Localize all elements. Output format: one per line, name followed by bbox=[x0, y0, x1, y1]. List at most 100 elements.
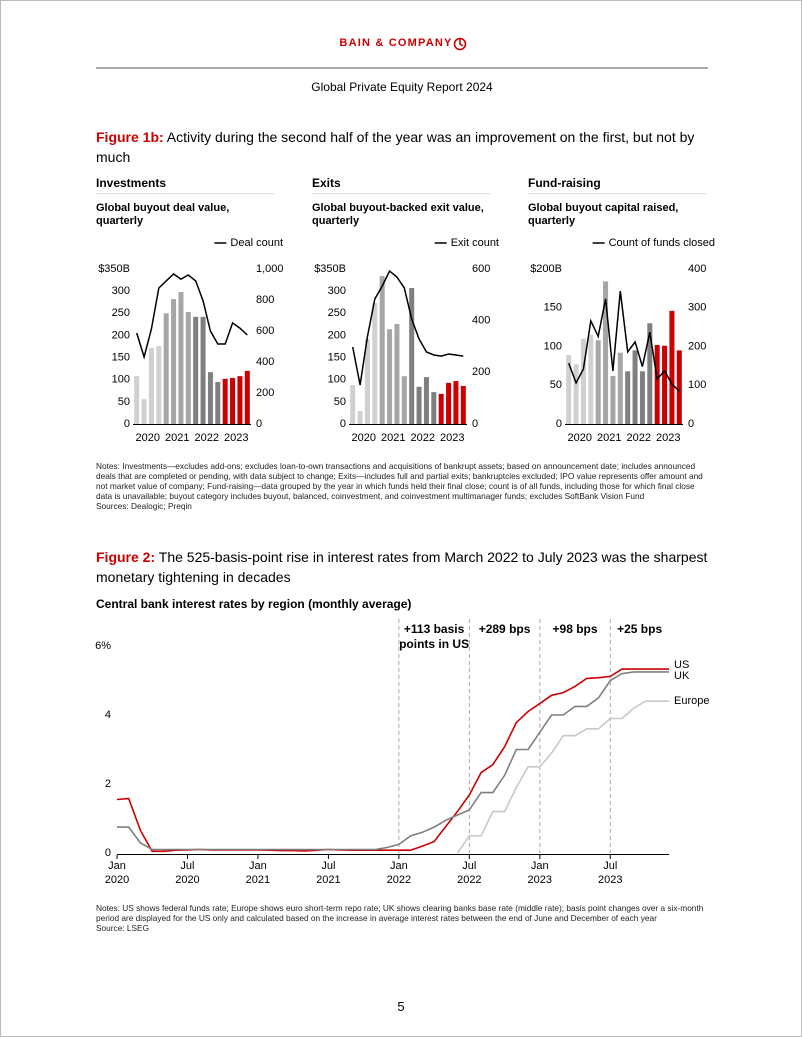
line-series bbox=[117, 671, 669, 851]
y2-tick-label: 600 bbox=[472, 263, 490, 275]
bar bbox=[669, 310, 675, 424]
bar bbox=[588, 334, 594, 424]
x-tick-label: 2020 bbox=[568, 432, 592, 444]
bar bbox=[625, 371, 631, 424]
y-tick-label: 50 bbox=[334, 396, 346, 408]
bar bbox=[148, 347, 154, 424]
y2-tick-label: 0 bbox=[256, 418, 262, 430]
y-tick-label: 250 bbox=[112, 307, 130, 319]
y-tick-label: 150 bbox=[544, 302, 562, 314]
sources: Sources: Dealogic; Preqin bbox=[96, 501, 192, 511]
line-series bbox=[135, 273, 248, 360]
chart-subtitle: Global buyout deal value, quarterly bbox=[96, 202, 230, 227]
series-label: US bbox=[674, 659, 689, 671]
y-tick-label: $350B bbox=[98, 263, 130, 275]
figure-label: Figure 2: bbox=[96, 549, 156, 565]
bar bbox=[603, 281, 609, 424]
bar bbox=[215, 381, 221, 424]
bar bbox=[409, 288, 415, 424]
y2-tick-label: 200 bbox=[472, 366, 490, 378]
y-tick-label: 200 bbox=[328, 329, 346, 341]
bar bbox=[662, 345, 668, 424]
y2-tick-label: 0 bbox=[688, 418, 694, 430]
y2-tick-label: 0 bbox=[472, 418, 478, 430]
bar bbox=[372, 303, 378, 424]
x-tick-label: Jan 2022 bbox=[386, 860, 412, 886]
bar bbox=[647, 323, 653, 424]
y-tick-label: 300 bbox=[112, 285, 130, 297]
bar bbox=[178, 292, 184, 424]
period-label: +289 bps bbox=[478, 622, 531, 636]
bar bbox=[416, 386, 422, 424]
bar bbox=[573, 364, 579, 424]
bar bbox=[676, 350, 682, 424]
y-tick-label: 0 bbox=[124, 418, 130, 430]
x-tick-label: Jul 2023 bbox=[598, 860, 623, 886]
bar bbox=[460, 385, 466, 424]
bar bbox=[617, 352, 623, 424]
bar bbox=[141, 399, 147, 424]
bar bbox=[595, 340, 601, 424]
bar bbox=[446, 382, 452, 424]
y-tick-label: 150 bbox=[112, 351, 130, 363]
y2-tick-label: 800 bbox=[256, 294, 274, 306]
y2-tick-label: 400 bbox=[688, 263, 706, 275]
period-label: +113 basis points in US bbox=[399, 622, 470, 651]
y2-tick-label: 600 bbox=[256, 325, 274, 337]
bar bbox=[163, 313, 169, 424]
notes: Notes: US shows federal funds rate; Euro… bbox=[96, 903, 708, 933]
brand-logo bbox=[453, 37, 467, 51]
x-tick-label: 2022 bbox=[195, 432, 219, 444]
x-tick-label: 2021 bbox=[381, 432, 405, 444]
bar bbox=[387, 329, 393, 424]
y-tick-label: 50 bbox=[118, 396, 130, 408]
panel-title: Exits bbox=[312, 176, 490, 194]
y2-tick-label: 400 bbox=[256, 356, 274, 368]
bar bbox=[610, 375, 616, 424]
y-tick-label: 100 bbox=[112, 374, 130, 386]
bar bbox=[230, 377, 236, 424]
figure-label: Figure 1b: bbox=[96, 129, 164, 145]
notes-text: Notes: Investments—excludes add-ons; exc… bbox=[96, 461, 703, 501]
y-tick-label: 50 bbox=[550, 379, 562, 391]
bar bbox=[364, 338, 370, 424]
chart-subtitle: Global buyout-backed exit value, quarter… bbox=[312, 202, 484, 227]
bar bbox=[423, 377, 429, 424]
bar bbox=[453, 381, 459, 424]
x-tick-label: Jan 2020 bbox=[104, 860, 130, 886]
bar bbox=[394, 323, 400, 424]
y-tick-label: 100 bbox=[328, 374, 346, 386]
period-label: +98 bps bbox=[552, 622, 598, 636]
x-tick-label: 2020 bbox=[352, 432, 376, 444]
y-tick-label: 0 bbox=[340, 418, 346, 430]
panel-title: Fund-raising bbox=[528, 176, 706, 194]
bar bbox=[244, 370, 250, 424]
figure-caption: Figure 1b: Activity during the second ha… bbox=[96, 127, 711, 167]
bar bbox=[379, 276, 385, 424]
y-tick-label: 300 bbox=[328, 285, 346, 297]
bar bbox=[654, 344, 660, 424]
panel-title: Investments bbox=[96, 176, 274, 194]
report-title: Global Private Equity Report 2024 bbox=[311, 80, 493, 94]
series-label: Europe bbox=[674, 695, 709, 707]
legend-label: Exit count bbox=[451, 237, 499, 249]
x-tick-label: Jul 2022 bbox=[457, 860, 482, 886]
y-tick-label: 2 bbox=[105, 778, 111, 790]
notes: Notes: Investments—excludes add-ons; exc… bbox=[96, 461, 708, 511]
bar bbox=[350, 385, 356, 424]
bar bbox=[193, 316, 199, 424]
y-tick-label: 0 bbox=[556, 418, 562, 430]
legend-label: Deal count bbox=[230, 237, 283, 249]
bar bbox=[171, 299, 177, 424]
y-tick-label: 250 bbox=[328, 307, 346, 319]
x-tick-label: Jan 2021 bbox=[245, 860, 271, 886]
bar bbox=[357, 411, 363, 424]
bar bbox=[222, 378, 228, 424]
line-series bbox=[351, 269, 464, 386]
bar bbox=[207, 372, 213, 424]
y2-tick-label: 300 bbox=[688, 302, 706, 314]
y-tick-label: 200 bbox=[112, 329, 130, 341]
line-series bbox=[116, 668, 669, 853]
figure-caption: Figure 2: The 525-basis-point rise in in… bbox=[96, 547, 711, 587]
